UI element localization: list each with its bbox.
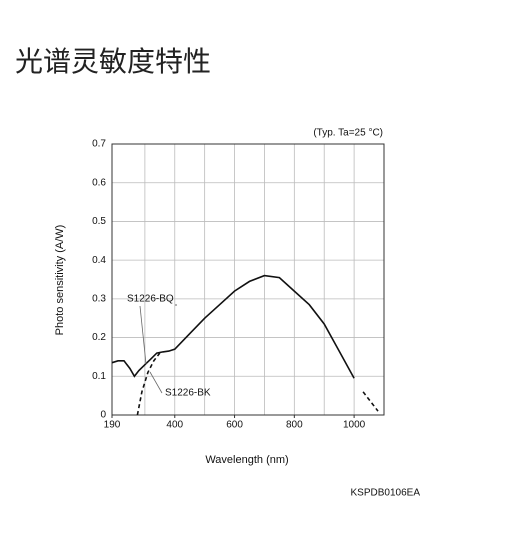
y-tick-label: 0.2: [92, 332, 106, 343]
y-tick-label: 0.3: [92, 293, 106, 304]
x-tick-label: 800: [286, 420, 303, 431]
page-title: 光谱灵敏度特性: [15, 45, 212, 78]
y-tick-label: 0.7: [92, 139, 106, 150]
x-tick-label: 1000: [343, 420, 366, 431]
condition-note: (Typ. Ta=25 °C): [313, 128, 383, 139]
y-tick-label: 0: [100, 410, 106, 421]
data-line: [111, 274, 355, 379]
y-axis-label: Photo sensitivity (A/W): [54, 225, 66, 336]
figure-code: KSPDB0106EA: [351, 488, 421, 499]
series-label: S1226-BK: [165, 388, 211, 399]
y-tick-label: 0.6: [92, 177, 106, 188]
series-label: S1226-BQ: [127, 294, 174, 305]
x-axis-label: Wavelength (nm): [205, 454, 288, 466]
y-tick-label: 0.4: [92, 255, 106, 266]
y-tick-label: 0.5: [92, 216, 106, 227]
leader-line: [139, 305, 147, 365]
x-tick-label: 600: [226, 420, 243, 431]
data-line: [136, 352, 379, 416]
x-tick-label: 190: [104, 420, 121, 431]
y-tick-label: 0.1: [92, 371, 106, 382]
plot-frame: [111, 143, 385, 416]
leader-line: [149, 371, 163, 394]
x-tick-label: 400: [166, 420, 183, 431]
